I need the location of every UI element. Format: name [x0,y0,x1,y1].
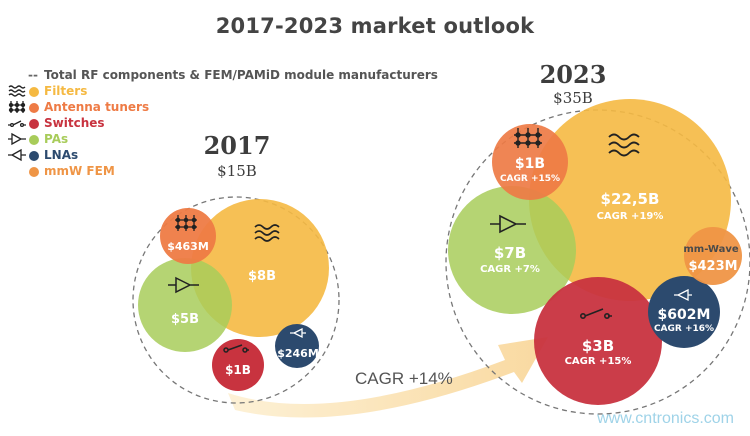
antenna-tuner-icon [175,215,197,231]
filter-icon [8,85,26,97]
total-2017-boundary [132,196,340,404]
cagr-2023-lnas: CAGR +16% [654,324,714,334]
watermark: www.cntronics.com [597,410,734,427]
legend-label: LNAs [44,148,79,162]
legend-dot [29,135,39,145]
value-2023-tuners: $1B [515,156,545,172]
bubble-2017-tuners [160,208,216,264]
bubble-2023-switches [534,277,662,405]
legend-label: Total RF components & FEM/PAMiD module m… [44,68,438,82]
bubble-2023-mmw [684,227,742,285]
bubble-2017-pas [138,258,232,352]
value-2023-lnas: $602M [658,307,711,323]
year-2023-label: 2023 [540,60,607,89]
total-2023-label: $35B [553,89,593,107]
arrow-cagr-label: CAGR +14% [355,369,453,388]
cagr-2023-pas: CAGR +7% [480,264,540,275]
legend-dot [29,87,39,97]
legend-dot [29,119,39,129]
switch-icon [579,308,612,319]
dashed-line-icon: -- [28,68,38,82]
value-2023-switches: $3B [582,337,614,355]
legend-label: mmW FEM [44,164,115,178]
legend-label: Switches [44,116,105,130]
year-2017-label: 2017 [204,131,271,160]
filter-icon [608,133,640,157]
value-2023-mmw: $423M [688,259,737,274]
legend-label: Antenna tuners [44,100,150,114]
pa-amplifier-icon [168,276,199,294]
value-2017-lnas: $246M [277,347,319,360]
cagr-2023-tuners: CAGR +15% [500,174,560,184]
lna-icon [290,327,306,339]
bubble-2023-lnas [648,276,720,348]
value-2017-switches: $1B [225,363,251,377]
legend-dot [29,103,39,113]
cagr-2023-switches: CAGR +15% [565,356,632,367]
bubble-2023-tuners [492,124,568,200]
bubble-2017-lnas [275,324,319,368]
pa-amplifier-icon [490,214,526,234]
legend-dot [29,167,39,177]
pa-amplifier-icon [8,132,26,146]
value-2023-filters: $22,5B [601,190,660,208]
filter-icon [254,224,280,242]
legend-label: Filters [44,84,88,98]
bubble-2023-filters [529,99,731,301]
value-2017-pas: $5B [171,312,199,327]
name-2023-mmw: mm-Wave [683,244,738,255]
legend-label: PAs [44,132,69,146]
value-2017-tuners: $463M [167,240,209,253]
switch-icon [223,344,249,353]
lna-icon [674,288,692,302]
antenna-tuner-icon [8,101,26,113]
legend-dot [29,151,39,161]
growth-arrow [228,337,548,418]
cagr-2023-filters: CAGR +19% [597,211,664,222]
antenna-tuner-icon [514,128,542,148]
bubble-2023-pas [448,186,576,314]
switch-icon [8,120,26,128]
total-2017-label: $15B [217,162,257,180]
value-2023-pas: $7B [494,244,526,262]
diagram-title: 2017-2023 market outlook [215,14,535,38]
value-2017-filters: $8B [248,269,276,284]
lna-icon [8,148,26,162]
